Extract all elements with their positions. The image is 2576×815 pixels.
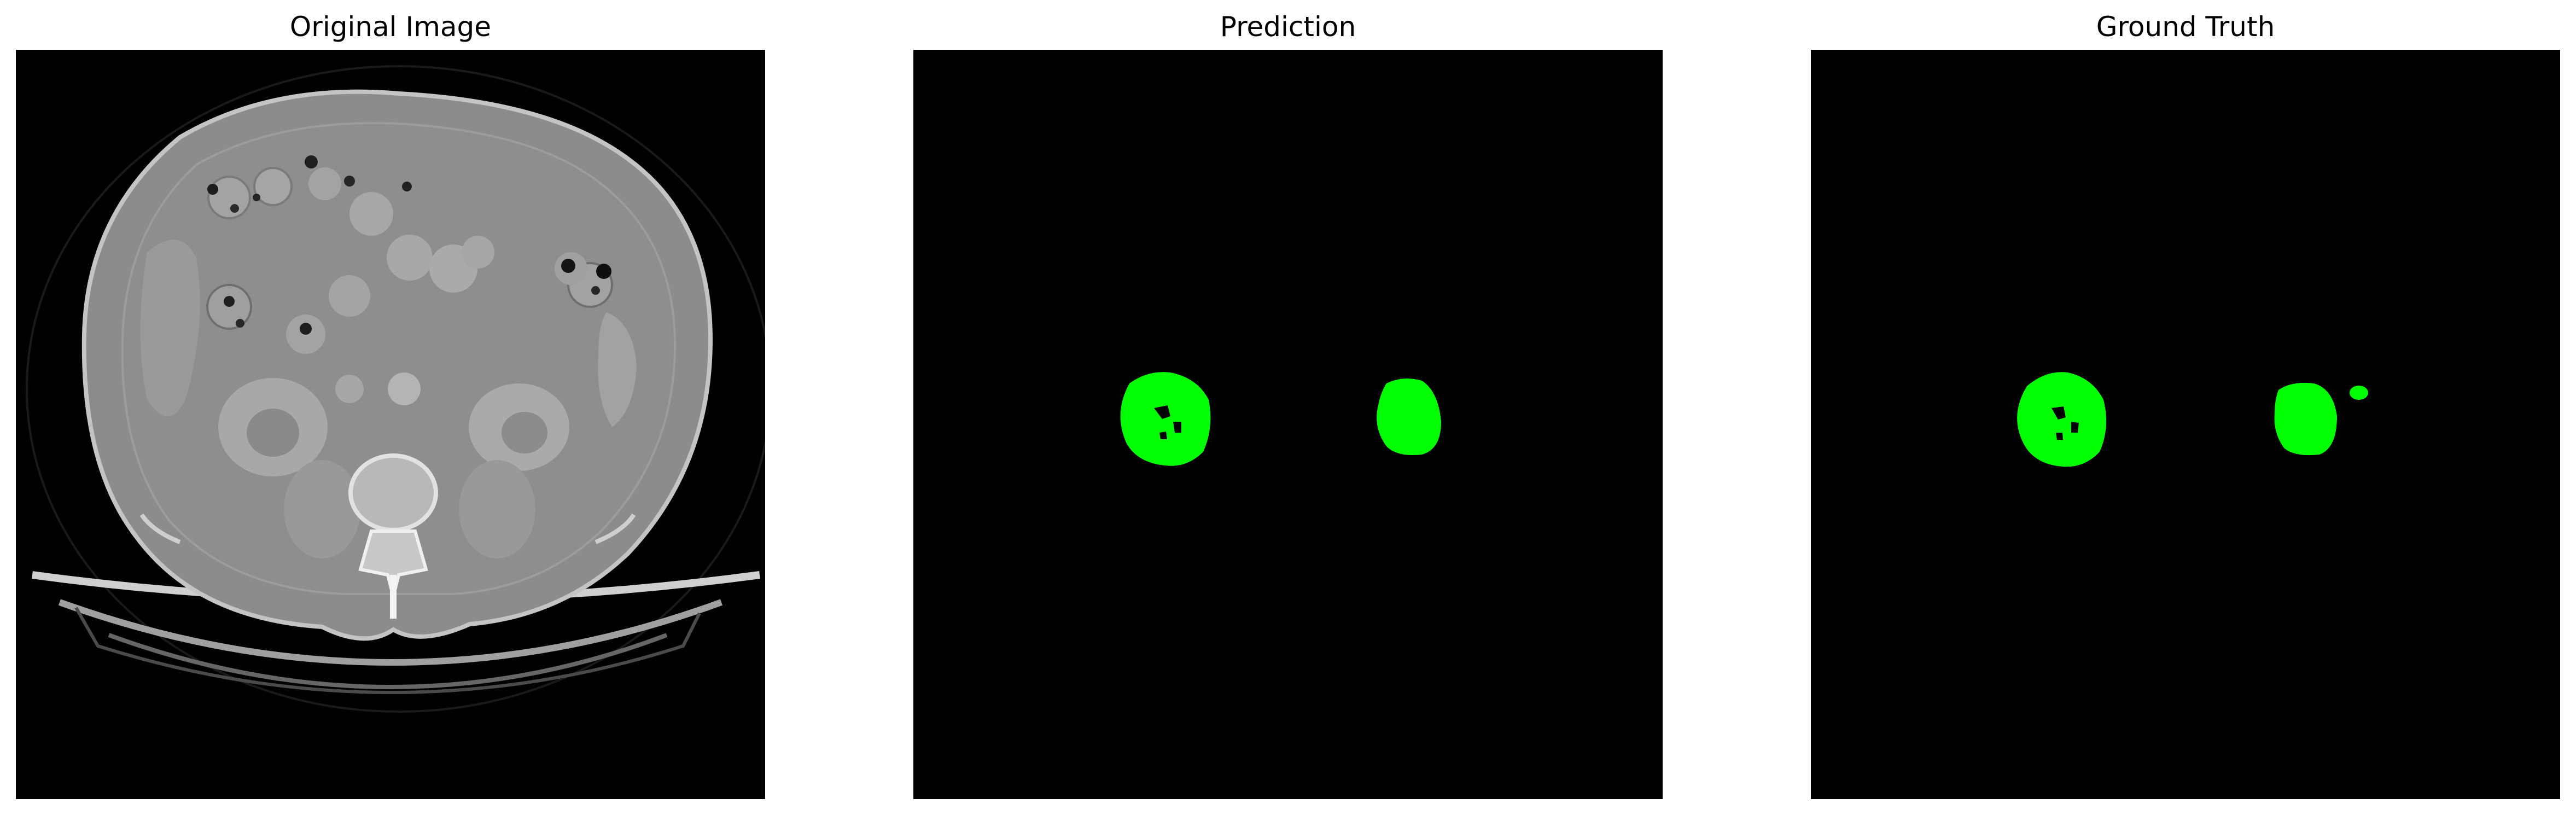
panel-title-prediction: Prediction — [1220, 11, 1356, 43]
prediction-right-kidney-mask — [1377, 379, 1441, 455]
panel-title-original: Original Image — [289, 11, 492, 43]
ground-truth-mask-image — [1811, 50, 2560, 799]
prediction-left-kidney-mask — [1120, 372, 1211, 466]
ground-truth-small-blob-mask — [2350, 386, 2368, 400]
panel-prediction: Prediction — [913, 0, 1663, 815]
ct-scan-image — [16, 50, 765, 799]
panel-ground-truth: Ground Truth — [1811, 0, 2560, 815]
panel-original-image: Original Image — [16, 0, 765, 815]
prediction-mask-image — [913, 50, 1663, 799]
ground-truth-right-kidney-mask — [2274, 382, 2337, 456]
panel-title-ground-truth: Ground Truth — [2096, 11, 2275, 43]
ground-truth-left-kidney-mask — [2017, 372, 2107, 467]
